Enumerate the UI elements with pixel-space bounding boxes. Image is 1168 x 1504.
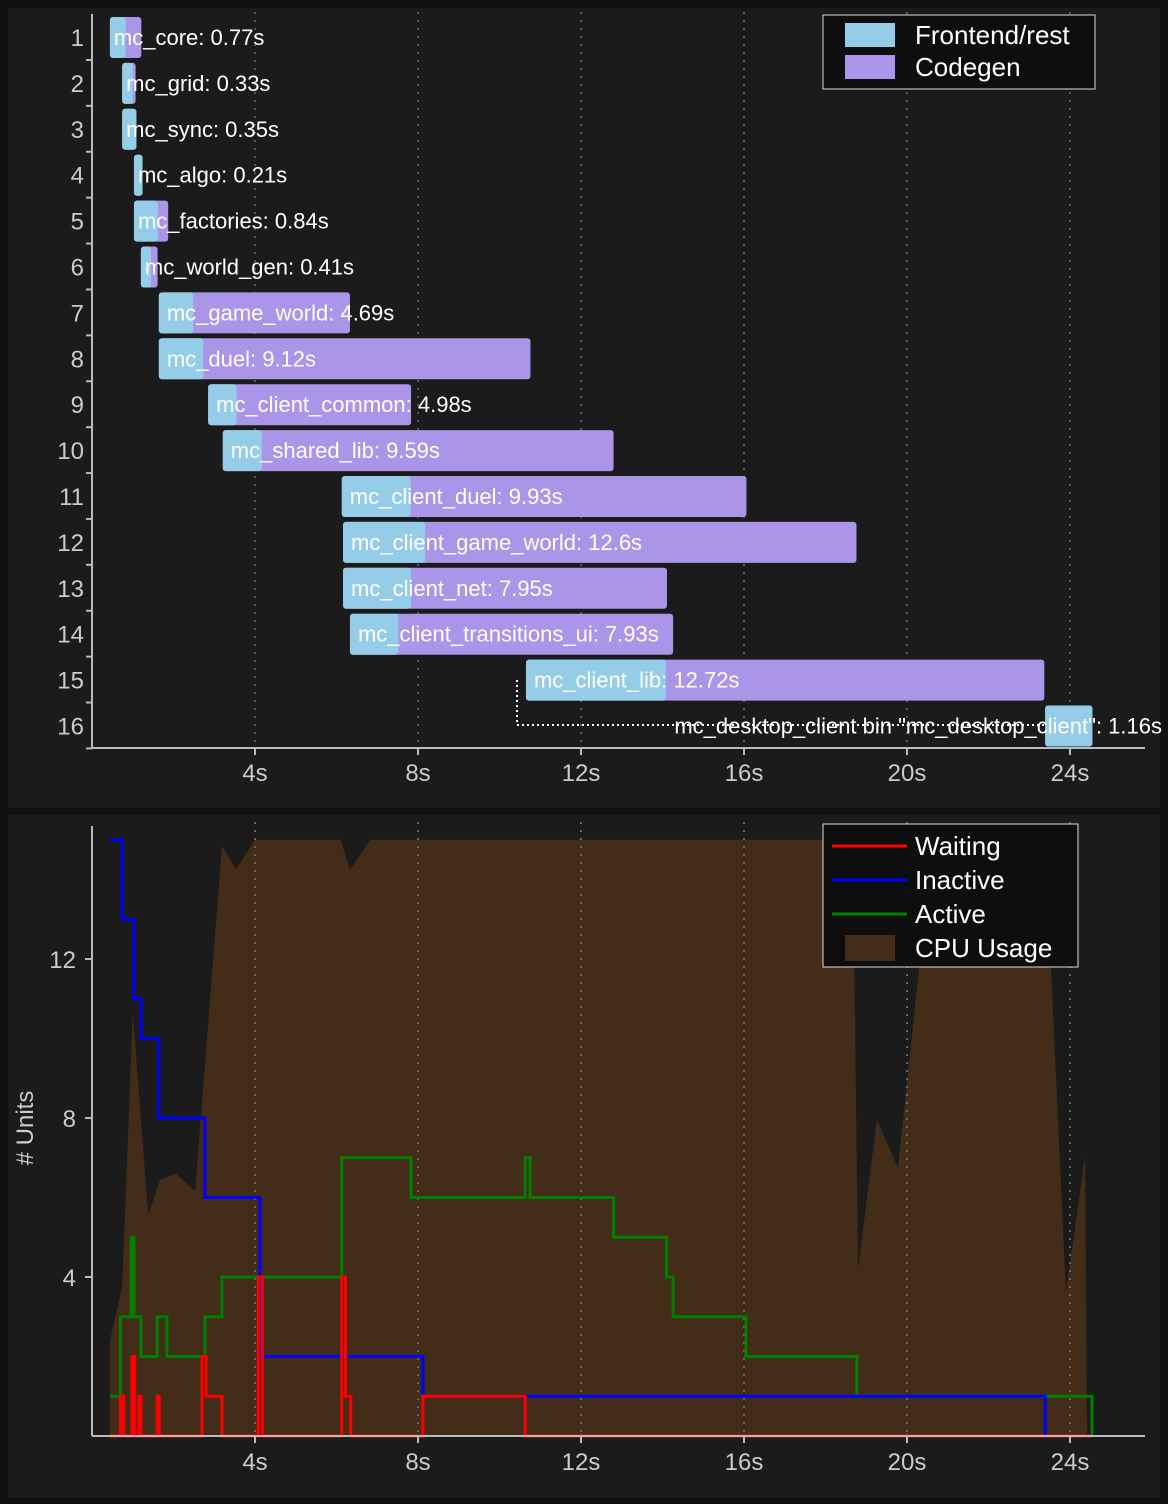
row-number: 12 [57, 530, 84, 557]
row-number: 6 [71, 255, 84, 282]
x-tick-label: 16s [725, 760, 764, 787]
unit-label: mc_client_common: 4.98s [216, 392, 472, 417]
frontend-bar [222, 430, 262, 472]
waiting-line [109, 1275, 1093, 1438]
unit-label: mc_factories: 0.84s [138, 209, 329, 234]
frontend-bar [122, 108, 137, 150]
row-number: 3 [71, 117, 84, 144]
x-tick-label: 4s [242, 760, 267, 787]
frontend-bar [133, 200, 158, 242]
y-tick-label: 12 [49, 947, 76, 974]
codegen-bar [341, 476, 747, 517]
unit-label: mc_world_gen: 0.41s [145, 255, 354, 280]
frontend-bar [158, 338, 204, 380]
unit-label: mc_client_net: 7.95s [351, 576, 553, 601]
unit-label: mc_grid: 0.33s [126, 71, 270, 96]
codegen-bar [343, 567, 667, 609]
row-number: 15 [57, 668, 84, 695]
row-number: 9 [71, 392, 84, 419]
x-tick-label: 16s [725, 1449, 764, 1476]
x-tick-label: 20s [888, 1449, 927, 1476]
cpu-usage-area [109, 839, 1088, 1436]
x-tick-label: 12s [562, 760, 601, 787]
x-tick-label: 24s [1051, 1449, 1090, 1476]
unit-label: mc_sync: 0.35s [126, 117, 279, 142]
unit-label: mc_client_duel: 9.93s [350, 484, 563, 509]
unit-label: mc_client_game_world: 12.6s [351, 530, 642, 555]
unit-label: mc_algo: 0.21s [138, 163, 287, 188]
frontend-bar [343, 567, 412, 609]
y-axis-label: # Units [12, 1091, 39, 1166]
row-number: 8 [71, 346, 84, 373]
row-number: 10 [57, 438, 84, 465]
y-tick-label: 4 [63, 1265, 76, 1292]
frontend-bar [525, 659, 666, 701]
unit-label: mc_client_transitions_ui: 7.93s [358, 622, 659, 647]
row-number: 16 [57, 714, 84, 741]
row-number: 2 [71, 71, 84, 98]
x-tick-label: 8s [405, 760, 430, 787]
legend-label: Frontend/rest [915, 20, 1070, 50]
unit-timeline-chart: 4s 8s 12s 16s 20s 24s 1 mc_core: 0.77s 2 mc_grid:… [57, 12, 1162, 787]
legend-swatch [845, 935, 895, 961]
frontend-bar [349, 613, 399, 655]
legend-swatch [845, 23, 895, 47]
codegen-bar [158, 338, 531, 380]
y-tick-label: 8 [63, 1106, 76, 1133]
unit-label: mc_shared_lib: 9.59s [231, 438, 440, 463]
concurrency-chart: 4s 8s 12s 16s 20s 24s 4 8 12 # Units Waiting Inacti… [12, 822, 1145, 1476]
frontend-bar [133, 154, 143, 196]
row-number: 1 [71, 25, 84, 52]
frontend-bar [343, 521, 426, 563]
codegen-bar [349, 613, 674, 655]
frontend-bar [140, 246, 151, 288]
dependency-line [516, 680, 1045, 726]
row-number: 5 [71, 209, 84, 236]
x-tick-label: 24s [1051, 760, 1090, 787]
legend-label: Inactive [915, 865, 1005, 895]
codegen-bar [158, 292, 350, 334]
active-line [109, 1156, 1094, 1436]
legend-label: Codegen [915, 52, 1021, 82]
frontend-bar [1045, 705, 1093, 747]
row-number: 7 [71, 300, 84, 327]
unit-label: mc_duel: 9.12s [167, 346, 316, 371]
x-tick-label: 12s [562, 1449, 601, 1476]
legend-swatch [845, 55, 895, 79]
row-number: 4 [71, 163, 84, 190]
frontend-bar [158, 292, 194, 334]
x-tick-label: 4s [242, 1449, 267, 1476]
legend-label: Active [915, 899, 986, 929]
frontend-bar [208, 384, 237, 426]
codegen-bar [208, 384, 412, 426]
unit-label: mc_core: 0.77s [114, 25, 264, 50]
x-tick-label: 20s [888, 760, 927, 787]
codegen-bar [222, 430, 614, 472]
unit-label: mc_game_world: 4.69s [167, 300, 394, 325]
legend-label: Waiting [915, 831, 1001, 861]
frontend-bar [122, 62, 133, 104]
codegen-bar [343, 521, 857, 563]
x-tick-label: 8s [405, 1449, 430, 1476]
row-number: 14 [57, 622, 84, 649]
unit-label: mc_client_lib: 12.72s [534, 668, 739, 693]
row-number: 11 [59, 484, 84, 511]
frontend-bar [109, 17, 126, 58]
row-number: 13 [57, 576, 84, 603]
legend-label: CPU Usage [915, 933, 1052, 963]
frontend-bar [341, 476, 411, 517]
